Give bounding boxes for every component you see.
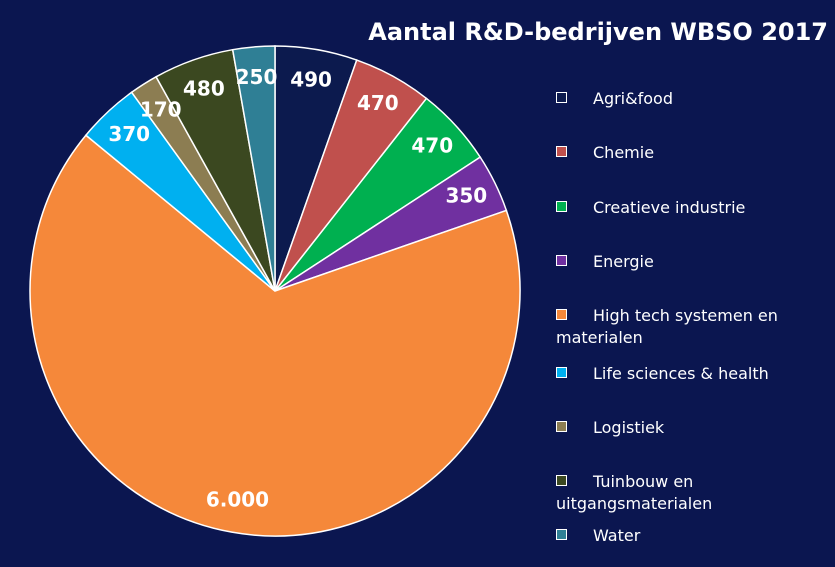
legend-label: Creatieve industrie: [593, 198, 746, 217]
legend-label: Energie: [593, 252, 654, 271]
legend-swatch: [556, 529, 567, 540]
data-label: 6.000: [206, 487, 269, 511]
legend-item: Agri&food: [556, 88, 786, 110]
legend-item: High tech systemen en materialen: [556, 305, 786, 349]
legend-label: Agri&food: [593, 89, 673, 108]
data-label: 350: [445, 184, 487, 208]
legend-item: Tuinbouw en uitgangsmaterialen: [556, 471, 786, 515]
legend-item: Life sciences & health: [556, 363, 786, 385]
legend-swatch: [556, 421, 567, 432]
data-label: 490: [290, 67, 332, 91]
legend-item: Logistiek: [556, 417, 786, 439]
legend-label: Water: [593, 526, 641, 545]
pie-slice: [29, 134, 521, 537]
chart-title: Aantal R&D-bedrijven WBSO 2017: [368, 18, 828, 46]
legend-label: High tech systemen en materialen: [556, 306, 778, 347]
legend-label: Chemie: [593, 143, 655, 162]
legend-swatch: [556, 367, 567, 378]
data-label: 470: [411, 134, 453, 158]
legend-swatch: [556, 201, 567, 212]
legend-swatch: [556, 309, 567, 320]
legend-swatch: [556, 255, 567, 266]
data-label: 170: [140, 98, 182, 122]
legend-swatch: [556, 92, 567, 103]
data-label: 470: [357, 91, 399, 115]
legend-label: Tuinbouw en uitgangsmaterialen: [556, 472, 713, 513]
legend-swatch: [556, 146, 567, 157]
legend-swatch: [556, 475, 567, 486]
data-label: 370: [108, 122, 150, 146]
pie-slice: [231, 45, 276, 292]
legend-item: Creatieve industrie: [556, 197, 786, 219]
legend-item: Chemie: [556, 142, 786, 164]
data-label: 250: [236, 65, 278, 89]
legend-item: Energie: [556, 251, 786, 273]
legend-label: Life sciences & health: [593, 364, 769, 383]
data-label: 480: [183, 77, 225, 101]
legend-item: Water: [556, 525, 786, 547]
legend-label: Logistiek: [593, 418, 665, 437]
